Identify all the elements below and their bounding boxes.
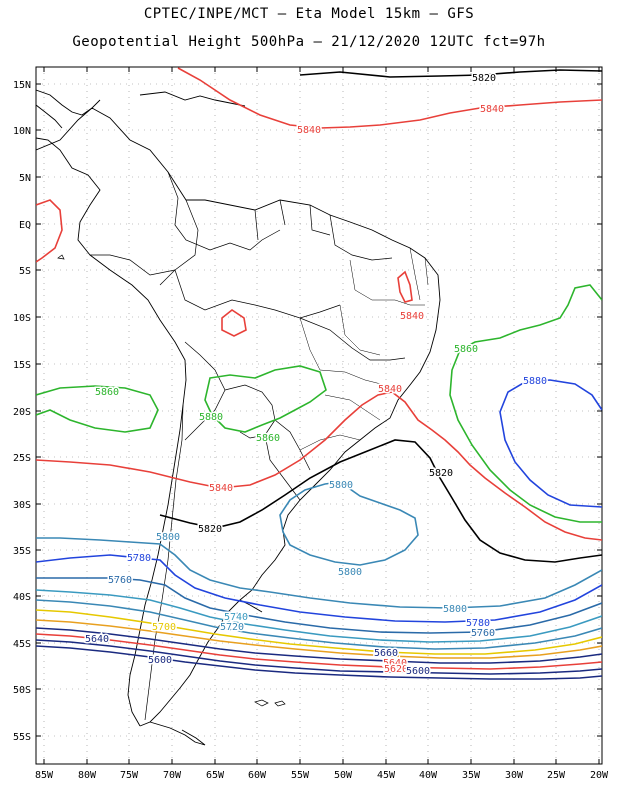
contour-label: 5600 <box>148 655 172 666</box>
islands <box>57 254 286 707</box>
latitude-label: 10S <box>13 313 31 324</box>
contour-label: 5760 <box>471 628 495 639</box>
latitude-label: 20S <box>13 407 31 418</box>
contour-label: 5860 <box>95 387 119 398</box>
longitude-label: 70W <box>163 770 182 781</box>
longitude-label: 85W <box>35 770 54 781</box>
map-title-line2: Geopotential Height 500hPa – 21/12/2020 … <box>72 34 546 50</box>
longitude-labels: 85W 80W 75W 70W 65W 60W 55W 50W 45W 40W 35W 30W 25W 2… <box>35 770 609 781</box>
latitude-label: 40S <box>13 592 31 603</box>
contour-label: 5660 <box>374 648 398 659</box>
longitude-label: 30W <box>505 770 524 781</box>
contour-label: 5880 <box>199 412 223 423</box>
map-title-line1: CPTEC/INPE/MCT – Eta Model 15km – GFS <box>143 6 475 22</box>
contour-label: 5840 <box>378 384 402 395</box>
longitude-label: 25W <box>547 770 566 781</box>
contour-label: 5820 <box>472 73 496 84</box>
contour-label: 5600 <box>406 666 430 677</box>
latitude-label: EQ <box>19 220 31 231</box>
longitude-label: 65W <box>206 770 225 781</box>
country-borders <box>90 171 406 721</box>
contour-label: 5780 <box>466 618 490 629</box>
contour-label: 5840 <box>480 104 504 115</box>
contour-label: 5840 <box>297 125 321 136</box>
latitude-label: 5S <box>19 266 31 277</box>
contour-labels: 5820584058405840586058805860586058405860… <box>83 72 548 679</box>
contour-label: 5800 <box>338 567 362 578</box>
latitude-label: 10N <box>13 126 31 137</box>
latitude-label: 30S <box>13 500 31 511</box>
contour-label: 5640 <box>383 658 407 669</box>
contour-label: 5800 <box>443 604 467 615</box>
longitude-label: 55W <box>291 770 310 781</box>
latitude-label: 45S <box>13 639 31 650</box>
contour-label: 5800 <box>329 480 353 491</box>
contour-label: 5860 <box>199 412 223 423</box>
latitude-label: 50S <box>13 685 31 696</box>
latitude-label: 35S <box>13 546 31 557</box>
longitude-label: 50W <box>334 770 353 781</box>
longitude-label: 35W <box>462 770 481 781</box>
latitude-label: 55S <box>13 732 31 743</box>
longitude-label: 60W <box>248 770 267 781</box>
contour-label: 5800 <box>156 532 180 543</box>
latitude-labels: 15N 10N 5N EQ 5S 10S 15S 20S 25S 30S 35S 40S 45S 50S 5… <box>13 80 31 743</box>
longitude-label: 75W <box>120 770 139 781</box>
contour-label: 5700 <box>152 622 176 633</box>
map-frame <box>35 66 603 765</box>
coastline-central-america <box>36 89 246 129</box>
contour-label: 5640 <box>85 634 109 645</box>
contour-label: 5860 <box>454 344 478 355</box>
height-contours <box>36 67 602 680</box>
state-borders <box>299 247 429 451</box>
longitude-label: 40W <box>419 770 438 781</box>
contour-label: 5840 <box>209 483 233 494</box>
coastline-south-america <box>36 107 441 746</box>
contour-label: 5620 <box>384 664 408 675</box>
longitude-label: 45W <box>377 770 396 781</box>
contour-label: 5860 <box>256 433 280 444</box>
contour-label: 5820 <box>429 468 453 479</box>
latitude-label: 15S <box>13 360 31 371</box>
lat-lon-grid <box>36 67 602 764</box>
longitude-label: 80W <box>78 770 97 781</box>
contour-label: 5760 <box>108 575 132 586</box>
axis-ticks <box>36 67 602 764</box>
latitude-label: 5N <box>19 173 31 184</box>
contour-label: 5720 <box>220 622 244 633</box>
latitude-label: 25S <box>13 453 31 464</box>
contour-label: 5740 <box>224 612 248 623</box>
latitude-label: 15N <box>13 80 31 91</box>
contour-label: 5840 <box>400 311 424 322</box>
contour-label: 5780 <box>127 553 151 564</box>
longitude-label: 20W <box>590 770 609 781</box>
contour-label: 5820 <box>198 524 222 535</box>
contour-label: 5880 <box>523 376 547 387</box>
